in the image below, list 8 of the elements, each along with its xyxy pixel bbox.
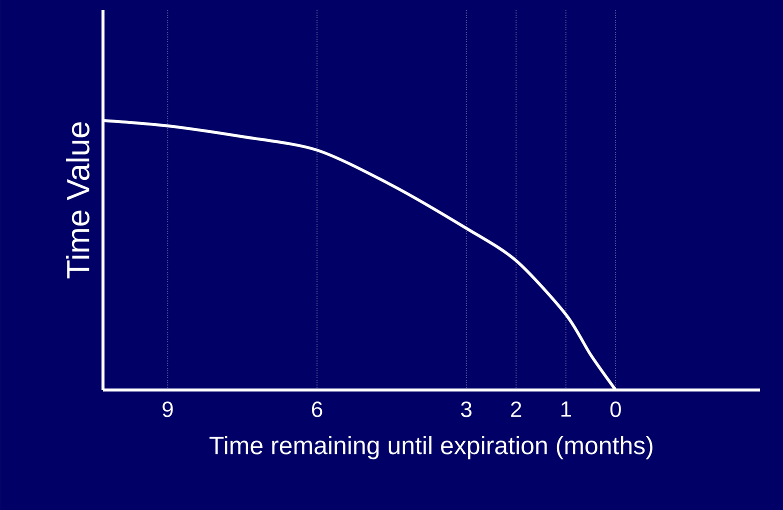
x-tick-label: 0	[610, 402, 621, 418]
x-tick-label: 1	[561, 402, 571, 417]
x-tick-label: 9	[162, 402, 173, 418]
x-axis-title: Time remaining until expiration (months)	[210, 436, 652, 460]
x-tick-label: 2	[511, 402, 522, 417]
x-tick-label: 6	[312, 402, 322, 418]
x-tick-label: 3	[461, 402, 472, 418]
y-axis-title: Time Value	[66, 122, 90, 278]
